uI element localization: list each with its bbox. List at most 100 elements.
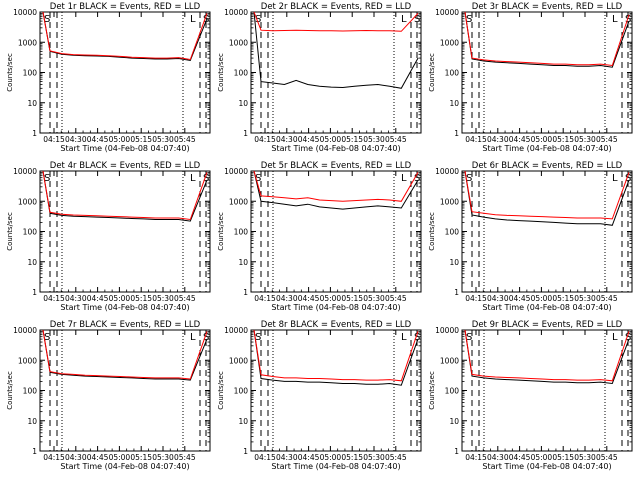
x-tick-label: 05:45	[174, 294, 196, 303]
y-tick-label: 100	[234, 228, 249, 237]
y-tick-label: 10000	[435, 167, 459, 176]
y-axis-label: Counts/sec	[428, 53, 436, 92]
y-tick-label: 100	[445, 228, 460, 237]
x-tick-label: 05:15	[341, 294, 363, 303]
y-tick-label: 10000	[435, 326, 459, 335]
x-tick-label: 05:45	[596, 135, 618, 144]
x-tick-label: 04:30	[487, 453, 509, 462]
x-tick-label: 04:30	[276, 135, 298, 144]
x-tick-label: 05:00	[320, 453, 342, 462]
event-marker: S	[625, 332, 631, 343]
x-axis-label: Start Time (04-Feb-08 04:07:40)	[482, 144, 611, 153]
x-tick-label: 04:30	[65, 453, 87, 462]
event-marker: L	[612, 332, 618, 343]
series-line	[253, 11, 419, 89]
series-line	[464, 329, 630, 382]
event-marker: S	[255, 14, 261, 25]
y-tick-label: 10	[238, 417, 248, 426]
series-line	[42, 170, 208, 221]
event-marker: L	[401, 14, 407, 25]
chart-panel: Det 7r BLACK = Events, RED = LLD 1 10 100 10…	[6, 320, 211, 471]
x-tick-label: 05:15	[341, 453, 363, 462]
x-tick-label: 04:45	[87, 294, 109, 303]
event-marker: S	[203, 332, 209, 343]
x-tick-label: 04:15	[43, 294, 65, 303]
y-axis-label: Counts/sec	[428, 212, 436, 251]
series-line	[464, 11, 630, 67]
x-tick-label: 05:15	[552, 294, 574, 303]
x-tick-label: 05:45	[385, 453, 407, 462]
y-axis-label: Counts/sec	[6, 53, 14, 92]
y-tick-label: 10000	[13, 326, 37, 335]
chart-panel: Det 2r BLACK = Events, RED = LLD 1 10 100 10…	[217, 2, 422, 153]
x-tick-label: 05:00	[320, 135, 342, 144]
y-tick-label: 10	[27, 99, 37, 108]
x-tick-label: 05:15	[552, 453, 574, 462]
x-tick-label: 04:15	[465, 135, 487, 144]
x-tick-label: 04:30	[65, 135, 87, 144]
series-line	[42, 170, 208, 222]
plot-frame	[250, 329, 422, 452]
y-tick-label: 1	[32, 288, 37, 297]
y-axis-label: Counts/sec	[428, 371, 436, 410]
event-marker: S	[44, 332, 50, 343]
plot-frame	[39, 329, 211, 452]
x-tick-label: 04:45	[87, 453, 109, 462]
plot-frame	[461, 11, 633, 134]
y-tick-label: 1	[454, 129, 459, 138]
plot-frame	[39, 170, 211, 293]
y-tick-label: 100	[445, 69, 460, 78]
event-marker: L	[401, 173, 407, 184]
x-axis-label: Start Time (04-Feb-08 04:07:40)	[482, 303, 611, 312]
event-marker: S	[466, 173, 472, 184]
y-tick-label: 10	[449, 99, 459, 108]
plot-frame	[461, 170, 633, 293]
event-marker: S	[414, 173, 420, 184]
series-line	[464, 329, 630, 385]
y-tick-label: 100	[23, 387, 38, 396]
x-axis-label: Start Time (04-Feb-08 04:07:40)	[60, 303, 189, 312]
y-tick-label: 1000	[229, 38, 248, 47]
y-tick-label: 10000	[224, 8, 248, 17]
x-tick-label: 04:30	[276, 453, 298, 462]
y-tick-label: 100	[23, 69, 38, 78]
event-marker: S	[466, 332, 472, 343]
y-tick-label: 1000	[229, 197, 248, 206]
y-tick-label: 1	[243, 288, 248, 297]
x-axis-label: Start Time (04-Feb-08 04:07:40)	[271, 144, 400, 153]
x-axis-label: Start Time (04-Feb-08 04:07:40)	[271, 462, 400, 471]
x-tick-label: 05:30	[363, 294, 385, 303]
x-tick-label: 04:30	[276, 294, 298, 303]
chart-title: Det 7r BLACK = Events, RED = LLD	[50, 320, 201, 330]
x-tick-label: 05:45	[596, 294, 618, 303]
event-marker: S	[466, 14, 472, 25]
y-tick-label: 10000	[13, 8, 37, 17]
series-line	[253, 11, 419, 32]
y-tick-label: 10	[27, 258, 37, 267]
y-tick-label: 10	[449, 417, 459, 426]
x-tick-label: 04:15	[465, 453, 487, 462]
x-tick-label: 05:00	[109, 453, 131, 462]
y-tick-label: 1000	[440, 38, 459, 47]
y-axis-label: Counts/sec	[6, 371, 14, 410]
x-tick-label: 04:45	[298, 294, 320, 303]
x-tick-label: 05:30	[363, 453, 385, 462]
y-tick-label: 10000	[435, 8, 459, 17]
chart-title: Det 1r BLACK = Events, RED = LLD	[50, 2, 201, 12]
series-line	[253, 170, 419, 202]
series-line	[42, 329, 208, 380]
event-marker: L	[612, 173, 618, 184]
x-tick-label: 05:15	[130, 453, 152, 462]
chart-panel: Det 3r BLACK = Events, RED = LLD 1 10 100 10…	[428, 2, 633, 153]
y-tick-label: 1	[32, 129, 37, 138]
y-tick-label: 100	[445, 387, 460, 396]
y-tick-label: 1	[454, 288, 459, 297]
chart-title: Det 3r BLACK = Events, RED = LLD	[472, 2, 623, 12]
x-tick-label: 04:45	[509, 135, 531, 144]
x-tick-label: 04:15	[254, 453, 276, 462]
chart-title: Det 6r BLACK = Events, RED = LLD	[472, 161, 623, 171]
y-tick-label: 10	[238, 99, 248, 108]
x-tick-label: 04:45	[509, 453, 531, 462]
event-marker: S	[625, 14, 631, 25]
x-tick-label: 05:30	[574, 453, 596, 462]
